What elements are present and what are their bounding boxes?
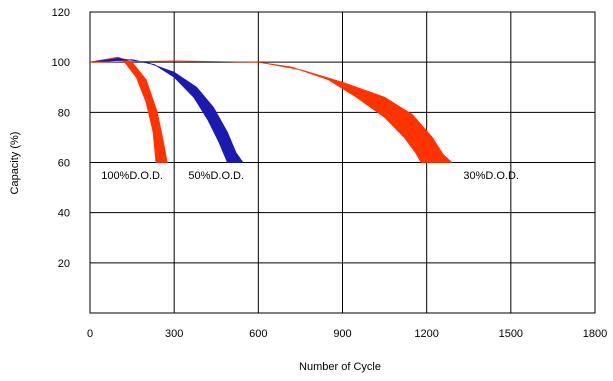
y-tick-label: 80 (58, 107, 70, 119)
series-band-2 (89, 58, 244, 163)
annotations: 100%D.O.D. 50%D.O.D. 30%D.O.D. (101, 170, 519, 182)
x-tick-label: 600 (249, 328, 267, 340)
x-tick-label: 900 (333, 328, 351, 340)
series-band-1 (89, 56, 168, 163)
y-tick-label: 100 (52, 57, 70, 69)
annotation-2: 50%D.O.D. (188, 170, 244, 182)
y-axis-label: Capacity (%) (9, 132, 21, 195)
y-tick-label: 40 (58, 208, 70, 220)
y-tick-label: 60 (58, 158, 70, 170)
series-band-3 (89, 60, 453, 163)
grid (89, 11, 596, 314)
y-tick-label: 20 (58, 258, 70, 270)
x-axis-label: Number of Cycle (299, 361, 381, 373)
annotation-3: 30%D.O.D. (463, 170, 519, 182)
y-tick-label: 120 (52, 7, 70, 19)
x-tick-label: 1200 (414, 328, 438, 340)
annotation-1: 100%D.O.D. (101, 170, 163, 182)
x-tick-label: 1800 (583, 328, 607, 340)
tick-labels: 0 300 600 900 1200 1500 1800 20 40 60 80 100 120 (52, 7, 608, 340)
x-tick-label: 0 (87, 328, 93, 340)
series-bands (89, 56, 453, 163)
x-tick-label: 300 (165, 328, 183, 340)
x-tick-label: 1500 (499, 328, 523, 340)
